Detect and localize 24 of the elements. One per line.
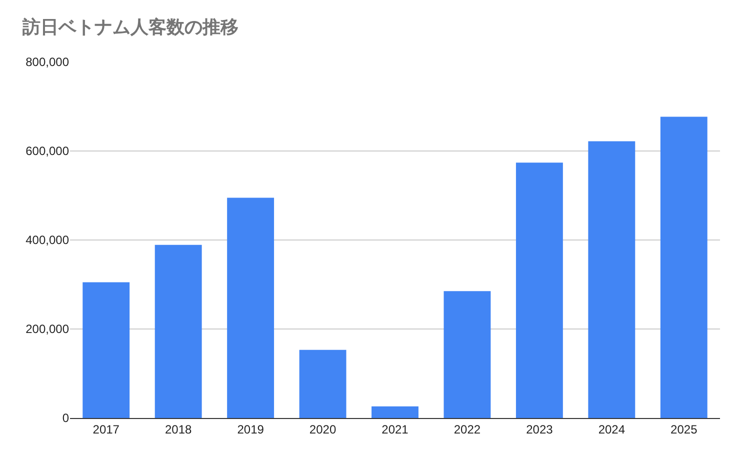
bar [299, 350, 346, 418]
bar [372, 406, 418, 418]
x-tick-label: 2021 [382, 422, 409, 436]
x-tick-label: 2017 [92, 422, 120, 436]
bar [516, 162, 563, 418]
y-tick-label: 800,000 [26, 55, 70, 70]
x-tick-label: 2024 [598, 422, 626, 436]
x-tick-label: 2018 [164, 422, 192, 436]
bar [588, 141, 636, 418]
x-tick-label: 2022 [454, 422, 481, 436]
chart-title: 訪日ベトナム人客数の推移 [21, 17, 238, 38]
bar [154, 244, 202, 418]
bar [444, 291, 491, 418]
x-tick-label: 2023 [526, 422, 554, 436]
x-tick-label: 2019 [237, 422, 264, 436]
y-tick-label: 200,000 [26, 322, 70, 336]
bar [660, 116, 708, 418]
y-tick-label: 600,000 [26, 144, 70, 158]
y-tick-label: 400,000 [26, 233, 70, 248]
x-tick-label: 2025 [670, 422, 698, 436]
bar [82, 282, 130, 418]
x-tick-label: 2020 [309, 422, 336, 436]
y-tick-label: 0 [62, 411, 70, 426]
bar [227, 198, 274, 418]
